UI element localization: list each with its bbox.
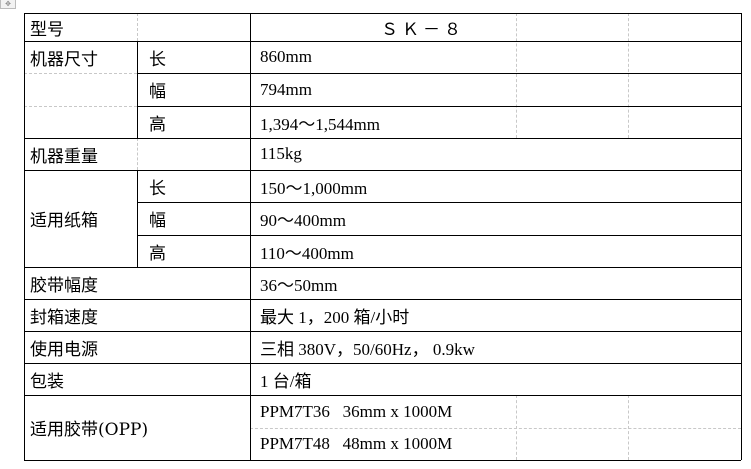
- row-value: 860mm: [260, 47, 312, 66]
- table-border: [24, 138, 741, 139]
- row-sublabel: 高: [149, 243, 166, 264]
- row-value: 150～1,000mm: [260, 178, 368, 198]
- table-border: [137, 170, 138, 267]
- table-border: [137, 41, 138, 138]
- table-border: [24, 460, 741, 461]
- row-sublabel: 高: [149, 114, 166, 135]
- row-label: 适用胶带(OPP): [30, 420, 149, 440]
- grid-line: [250, 428, 741, 429]
- table-border: [137, 73, 741, 74]
- row-sublabel: 长: [149, 49, 166, 70]
- row-label: 型号: [30, 19, 64, 40]
- row-label: 胶带幅度: [30, 275, 98, 296]
- row-label: 机器尺寸: [30, 49, 98, 70]
- row-value: 最大 1，200 箱/小时: [260, 307, 410, 327]
- grid-line: [628, 13, 629, 138]
- grid-line: [24, 106, 137, 107]
- table-border: [24, 395, 741, 396]
- row-label: 封箱速度: [30, 307, 98, 328]
- table-border: [250, 13, 251, 460]
- row-value: 36～50mm: [260, 275, 338, 295]
- row-value: 1,394～1,544mm: [260, 114, 380, 134]
- row-label: 适用纸箱: [30, 211, 98, 231]
- row-sublabel: 幅: [149, 82, 166, 102]
- table-border: [24, 363, 741, 364]
- table-border: [137, 202, 741, 203]
- row-value: 90～400mm: [260, 211, 346, 230]
- row-value: PPM7T36 36mm x 1000M: [260, 401, 453, 421]
- table-border: [24, 170, 741, 171]
- row-value: PPM7T48 48mm x 1000M: [260, 434, 453, 453]
- row-value: 115kg: [260, 144, 302, 163]
- row-value: 110～400mm: [260, 243, 354, 263]
- table-border: [24, 299, 741, 300]
- table-border: [24, 267, 741, 268]
- table-border: [137, 235, 741, 236]
- grid-line: [137, 138, 138, 170]
- table-border: [24, 13, 741, 14]
- row-label: 使用电源: [30, 339, 98, 360]
- grid-line: [137, 13, 138, 41]
- row-sublabel: 长: [149, 178, 166, 199]
- grid-line: [24, 73, 137, 74]
- table-move-handle-icon[interactable]: ✥: [0, 0, 16, 9]
- table-border: [137, 106, 741, 107]
- row-value: 1 台/箱: [260, 371, 312, 391]
- grid-line: [516, 395, 517, 460]
- row-value: ＳＫ－８: [381, 19, 465, 39]
- table-border: [24, 41, 741, 42]
- table-border: [24, 13, 25, 460]
- row-sublabel: 幅: [149, 211, 166, 231]
- table-border: [741, 13, 742, 460]
- row-value: 三相 380V，50/60Hz， 0.9kw: [260, 339, 475, 359]
- row-label: 机器重量: [30, 146, 98, 167]
- grid-line: [516, 13, 517, 138]
- row-label: 包装: [30, 371, 64, 392]
- grid-line: [628, 395, 629, 460]
- table-border: [24, 331, 741, 332]
- row-value: 794mm: [260, 79, 312, 99]
